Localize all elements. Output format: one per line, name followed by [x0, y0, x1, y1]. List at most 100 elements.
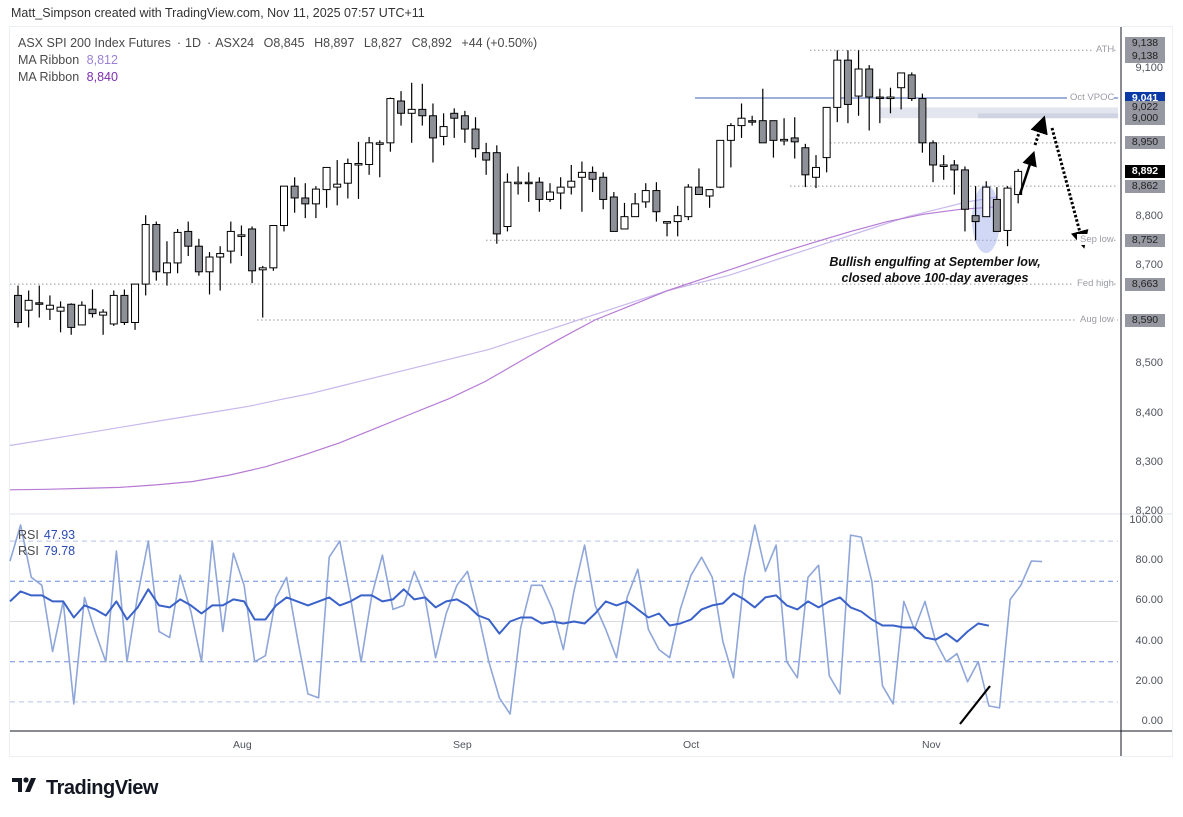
candle[interactable] [301, 183, 310, 219]
candle[interactable] [524, 172, 533, 202]
candle[interactable] [280, 185, 288, 232]
symbol-name[interactable]: ASX SPI 200 Index Futures [18, 36, 171, 50]
candle[interactable] [269, 225, 278, 271]
candle[interactable] [694, 168, 703, 196]
candle[interactable] [482, 142, 491, 175]
candle[interactable] [162, 241, 171, 286]
candle[interactable] [492, 145, 501, 244]
price-tag[interactable]: 8,950 [1125, 136, 1165, 150]
candle[interactable] [992, 187, 1001, 232]
candle[interactable] [822, 106, 831, 173]
candle[interactable] [748, 115, 757, 126]
candle[interactable] [546, 183, 554, 202]
candle[interactable] [758, 88, 767, 144]
candle[interactable] [237, 225, 246, 257]
candle[interactable] [407, 82, 416, 143]
ma-ribbon-slow-row[interactable]: MA Ribbon 8,840 [18, 69, 537, 86]
candle[interactable] [333, 160, 342, 206]
candle[interactable] [248, 226, 257, 284]
price-tag[interactable]: 8,663 [1125, 277, 1165, 291]
candle[interactable] [205, 252, 214, 295]
candle[interactable] [673, 205, 682, 237]
candle[interactable] [397, 91, 406, 126]
candle[interactable] [439, 113, 448, 146]
candle[interactable] [907, 72, 916, 101]
ma-ribbon-fast-row[interactable]: MA Ribbon 8,812 [18, 52, 537, 69]
candle[interactable] [14, 285, 22, 328]
candle[interactable] [35, 285, 44, 318]
candle[interactable] [865, 65, 874, 131]
price-tag[interactable]: 8,892 [1125, 164, 1165, 178]
candle[interactable] [173, 228, 182, 274]
candle[interactable] [226, 221, 235, 264]
candle[interactable] [1014, 168, 1023, 204]
candle[interactable] [109, 290, 118, 326]
candle[interactable] [386, 97, 395, 152]
candle[interactable] [886, 87, 895, 114]
candle[interactable] [99, 309, 108, 335]
interval[interactable]: 1D [185, 36, 202, 50]
candle[interactable] [24, 290, 33, 328]
candle[interactable] [918, 93, 927, 153]
price-tag[interactable]: 9,022 [1125, 100, 1165, 114]
candle[interactable] [939, 155, 948, 180]
candle[interactable] [599, 172, 608, 210]
candle[interactable] [631, 193, 640, 218]
candle[interactable] [45, 295, 54, 321]
candle[interactable] [875, 88, 884, 124]
candle[interactable] [652, 182, 661, 222]
candle[interactable] [354, 141, 363, 199]
candle[interactable] [663, 221, 672, 237]
candle[interactable] [503, 173, 512, 232]
candle[interactable] [843, 50, 852, 124]
candle[interactable] [726, 123, 735, 168]
candle[interactable] [780, 118, 789, 146]
candle[interactable] [950, 160, 959, 195]
candle[interactable] [577, 161, 586, 212]
candle[interactable] [77, 301, 86, 326]
candle[interactable] [56, 301, 65, 333]
candle[interactable] [365, 136, 374, 175]
candle[interactable] [311, 186, 320, 219]
candle[interactable] [641, 183, 650, 208]
rsi-row-fast[interactable]: RSI 79.78 [18, 543, 75, 559]
price-tag[interactable]: 8,752 [1125, 233, 1165, 247]
candle[interactable] [141, 215, 150, 296]
candle[interactable] [343, 158, 352, 199]
candle[interactable] [716, 139, 725, 189]
candle[interactable] [929, 140, 938, 183]
candle[interactable] [833, 50, 842, 123]
candle[interactable] [567, 164, 576, 195]
candle[interactable] [620, 202, 629, 230]
candle[interactable] [769, 120, 778, 158]
rsi-row-slow[interactable]: RSI 47.93 [18, 527, 75, 543]
price-tag[interactable]: 9,000 [1125, 111, 1165, 125]
candle[interactable] [322, 166, 331, 208]
candle[interactable] [960, 166, 969, 232]
candle[interactable] [971, 186, 980, 241]
candle[interactable] [801, 143, 810, 188]
candle[interactable] [812, 155, 820, 189]
candle[interactable] [460, 110, 469, 143]
candle[interactable] [609, 192, 618, 232]
candle[interactable] [375, 140, 384, 178]
candle[interactable] [184, 221, 193, 257]
candle[interactable] [854, 50, 863, 116]
candle[interactable] [120, 289, 129, 325]
candle[interactable] [428, 103, 437, 163]
candle[interactable] [216, 246, 225, 291]
price-tag[interactable]: 8,590 [1125, 313, 1165, 327]
candle[interactable] [131, 283, 140, 330]
candle[interactable] [705, 189, 714, 208]
candle[interactable] [737, 103, 746, 138]
price-tag[interactable]: 8,862 [1125, 179, 1165, 193]
candle[interactable] [1003, 186, 1012, 247]
candle[interactable] [450, 108, 459, 138]
candle[interactable] [290, 177, 299, 213]
candle[interactable] [535, 177, 544, 212]
candle[interactable] [790, 117, 799, 159]
candle[interactable] [514, 166, 523, 195]
candle[interactable] [194, 238, 203, 276]
candle[interactable] [152, 221, 161, 281]
